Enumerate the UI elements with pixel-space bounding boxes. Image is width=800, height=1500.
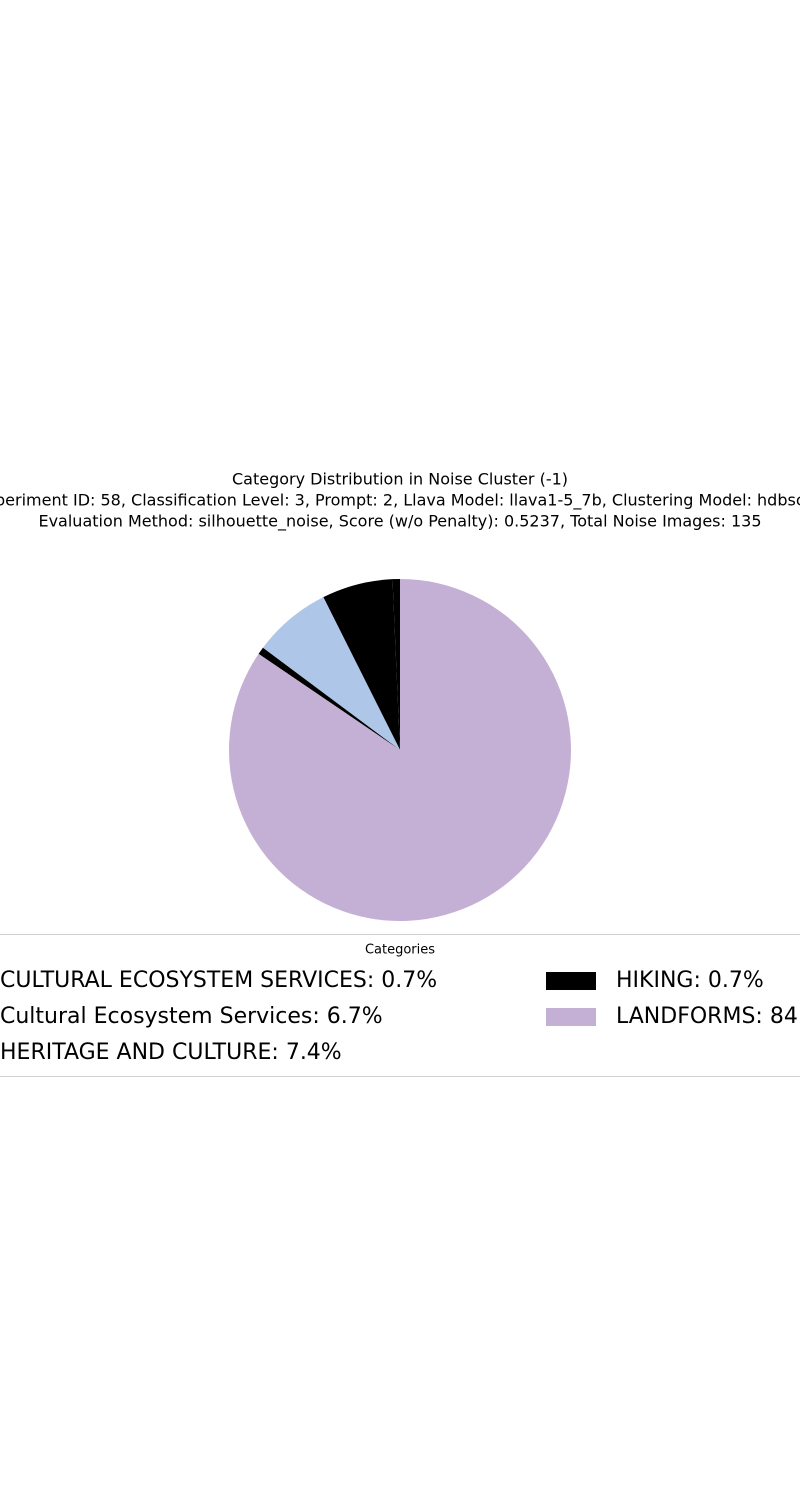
pie-slice: [392, 579, 400, 750]
legend-marker: [546, 972, 596, 990]
pie-slice: [258, 647, 400, 750]
chart-title: Category Distribution in Noise Cluster (…: [232, 470, 568, 489]
legend-label: HIKING: 0.7%: [616, 968, 764, 993]
legend-label: Cultural Ecosystem Services: 6.7%: [0, 1004, 383, 1029]
legend-title: Categories: [365, 943, 435, 958]
pie-slice: [228, 579, 571, 921]
legend-label: LANDFORMS: 84.5%: [616, 1004, 800, 1029]
chart-subtitle: Experiment ID: 58, Classification Level:…: [0, 491, 800, 511]
legend-marker: [546, 1008, 596, 1026]
pie-slice: [262, 597, 400, 750]
legend-label: CULTURAL ECOSYSTEM SERVICES: 0.7%: [0, 968, 437, 993]
pie-slice: [323, 579, 400, 750]
legend-label: HERITAGE AND CULTURE: 7.4%: [0, 1040, 342, 1065]
chart-subtitle: Evaluation Method: silhouette_noise, Sco…: [38, 512, 761, 532]
